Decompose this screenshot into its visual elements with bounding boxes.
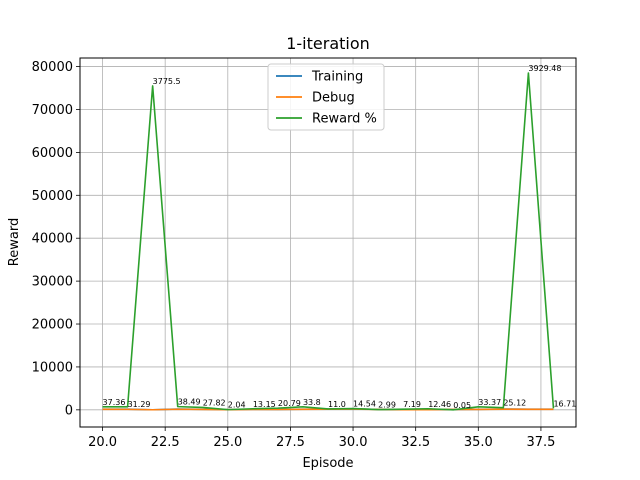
data-label: 25.12 — [503, 399, 526, 408]
y-tick-label: 50000 — [32, 189, 73, 204]
plot-frame — [79, 57, 577, 428]
y-tick-label: 70000 — [32, 103, 73, 118]
data-label: 31.29 — [128, 400, 151, 409]
data-label: 2.99 — [378, 401, 396, 410]
x-tick-label: 20.0 — [88, 435, 117, 450]
x-tick-label: 30.0 — [339, 435, 368, 450]
y-tick-label: 30000 — [32, 275, 73, 290]
data-label: 38.49 — [178, 398, 201, 407]
x-tick-label: 35.0 — [464, 435, 493, 450]
data-labels: 37.36 31.29 3775.5 38.49 27.82 2.04 13.15 20.79… — [103, 64, 577, 410]
data-label: 12.46 — [428, 400, 451, 409]
y-tick-label: 40000 — [32, 232, 73, 247]
chart-title: 1-iteration — [286, 34, 370, 53]
data-label: 0.05 — [453, 401, 471, 410]
data-label: 2.04 — [228, 401, 246, 410]
legend: Training Debug Reward % — [267, 63, 385, 131]
series-lines — [102, 72, 555, 411]
data-label: 13.15 — [253, 400, 276, 409]
x-tick-label: 37.5 — [526, 435, 555, 450]
axis-ticks: 20.0 22.5 25.0 27.5 30.0 32.5 35.0 37.5 0 10000 20… — [32, 60, 556, 450]
y-tick-label: 0 — [65, 403, 73, 418]
data-label: 37.36 — [103, 398, 126, 407]
series-line-reward — [102, 72, 555, 411]
x-tick-label: 25.0 — [213, 435, 242, 450]
y-tick-label: 60000 — [32, 146, 73, 161]
y-tick-label: 10000 — [32, 360, 73, 375]
data-label: 3929.48 — [528, 64, 561, 73]
y-axis-label: Reward — [7, 218, 22, 266]
data-label: 27.82 — [203, 398, 226, 407]
x-tick-label: 27.5 — [276, 435, 305, 450]
legend-entry-training: Training — [311, 70, 363, 85]
data-label: 11.0 — [328, 400, 346, 409]
data-label: 16.71 — [553, 399, 576, 408]
data-label: 3775.5 — [153, 77, 181, 86]
legend-box — [267, 63, 385, 131]
data-label: 33.8 — [303, 398, 321, 407]
data-label: 14.54 — [353, 400, 376, 409]
data-label: 33.37 — [478, 398, 501, 407]
data-label: 20.79 — [278, 399, 301, 408]
legend-entry-debug: Debug — [312, 91, 355, 106]
x-tick-label: 22.5 — [151, 435, 180, 450]
data-label: 7.19 — [403, 400, 421, 409]
y-tick-label: 20000 — [32, 318, 73, 333]
x-tick-label: 32.5 — [401, 435, 430, 450]
legend-entry-reward: Reward % — [312, 112, 377, 127]
x-axis-label: Episode — [302, 456, 353, 471]
y-tick-label: 80000 — [32, 60, 73, 75]
